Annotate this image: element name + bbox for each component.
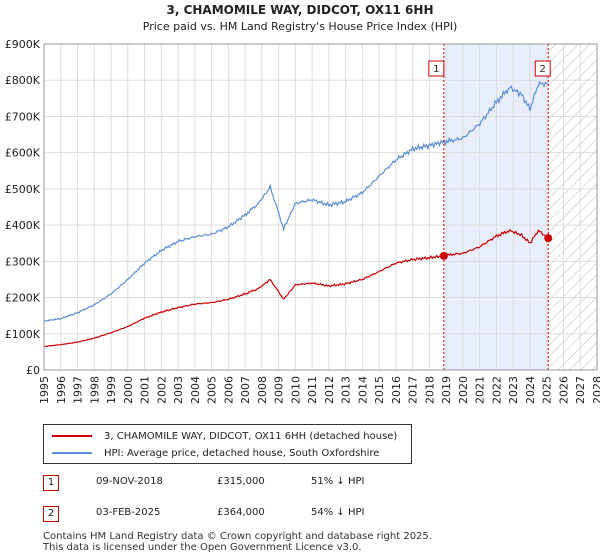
x-tick-label: 2019 [440,376,453,404]
x-tick-label: 2027 [574,376,587,404]
transaction-date: 09-NOV-2018 [96,476,163,487]
y-tick-label: £200K [5,292,41,305]
transaction-price: £315,000 [217,476,265,487]
transaction-label: 2 [540,64,546,75]
x-tick-label: 2006 [222,376,235,404]
transaction-hpi-diff: 51% ↓ HPI [311,476,365,487]
y-tick-label: £600K [5,147,41,160]
transaction-price: £364,000 [217,507,265,518]
y-tick-label: £100K [5,328,41,341]
y-tick-label: £900K [5,38,41,51]
future-hatch [548,44,597,370]
y-tick-label: £400K [5,219,41,232]
x-tick-label: 2009 [273,376,286,404]
x-tick-label: 2002 [155,376,168,404]
x-tick-label: 1995 [38,376,51,404]
y-tick-label: £300K [5,255,41,268]
footer-copyright: Contains HM Land Registry data © Crown c… [43,531,432,542]
x-tick-label: 2023 [507,376,520,404]
legend-label-hpi: HPI: Average price, detached house, Sout… [104,447,380,459]
y-tick-label: £800K [5,74,41,87]
legend-line-blue [52,452,92,454]
x-tick-label: 2018 [423,376,436,404]
transaction-point [439,251,448,260]
transaction-date: 03-FEB-2025 [96,507,161,518]
legend-item-property: 3, CHAMOMILE WAY, DIDCOT, OX11 6HH (deta… [52,429,397,443]
footer: Contains HM Land Registry data © Crown c… [43,531,432,553]
x-tick-label: 2013 [340,376,353,404]
y-tick-label: £700K [5,110,41,123]
y-tick-label: £0 [26,364,40,377]
x-tick-label: 2010 [289,376,302,404]
transaction-number: 2 [43,506,59,522]
plot-frame [43,43,598,371]
hpi-line [44,80,549,322]
x-tick-label: 2015 [373,376,386,404]
property-price-line [44,228,549,347]
x-tick-label: 1996 [55,376,68,404]
chart-title: 3, CHAMOMILE WAY, DIDCOT, OX11 6HH [166,3,433,17]
transaction-number: 1 [43,475,59,491]
transaction-hpi-diff: 54% ↓ HPI [311,507,365,518]
x-tick-label: 2014 [356,376,369,404]
footer-licence: This data is licensed under the Open Gov… [43,542,362,553]
x-tick-label: 2001 [139,376,152,404]
x-tick-label: 2007 [239,376,252,404]
legend-item-hpi: HPI: Average price, detached house, Sout… [52,446,379,460]
x-tick-label: 2020 [457,376,470,404]
x-tick-label: 2022 [490,376,503,404]
transaction-label-box [534,60,551,77]
x-tick-label: 2004 [189,376,202,404]
x-tick-label: 2016 [390,376,403,404]
x-tick-label: 1999 [105,376,118,404]
x-tick-label: 2000 [122,376,135,404]
x-tick-label: 2026 [557,376,570,404]
x-tick-label: 2028 [591,376,600,404]
legend-line-red [52,435,92,437]
transaction-label: 1 [433,64,439,75]
price-chart: 3, CHAMOMILE WAY, DIDCOT, OX11 6HH Price… [5,3,600,404]
x-tick-label: 2008 [256,376,269,404]
transaction-point [544,234,553,243]
x-tick-label: 2011 [306,376,319,404]
x-tick-label: 2003 [172,376,185,404]
legend-label-property: 3, CHAMOMILE WAY, DIDCOT, OX11 6HH (deta… [104,430,398,442]
x-tick-label: 1998 [88,376,101,404]
x-tick-label: 1997 [72,376,85,404]
x-tick-label: 2005 [206,376,219,404]
legend: 3, CHAMOMILE WAY, DIDCOT, OX11 6HH (deta… [43,424,412,464]
y-tick-label: £500K [5,183,41,196]
x-tick-label: 2024 [524,376,537,404]
chart-subtitle: Price paid vs. HM Land Registry's House … [143,20,458,33]
transaction-label-box [428,60,445,77]
x-tick-label: 2017 [407,376,420,404]
x-tick-label: 2012 [323,376,336,404]
x-tick-label: 2021 [474,376,487,404]
x-tick-label: 2025 [541,376,554,404]
